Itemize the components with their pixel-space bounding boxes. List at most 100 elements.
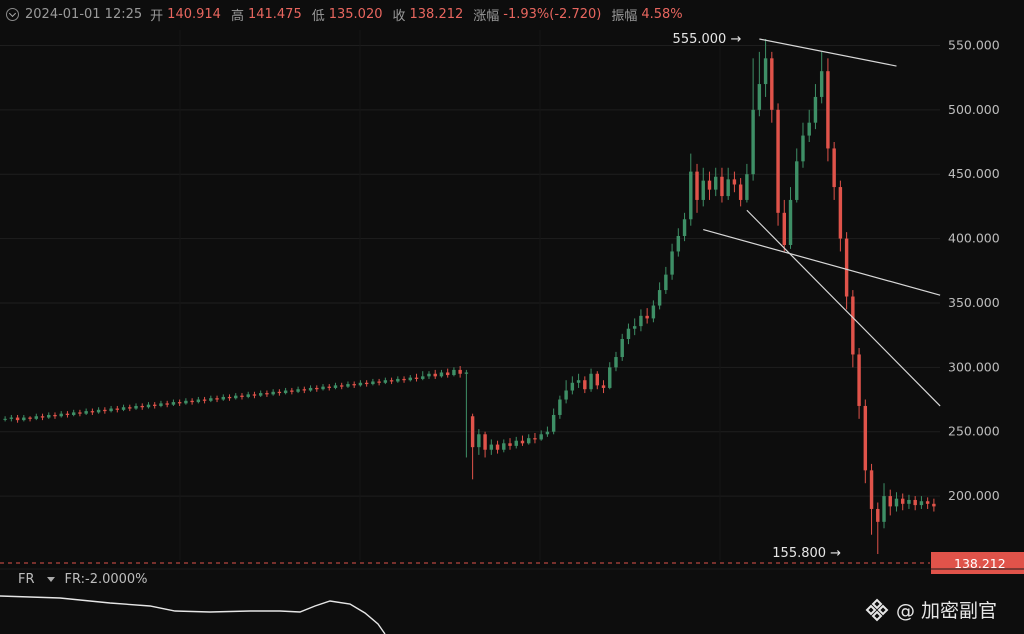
candle <box>508 443 512 446</box>
candle <box>364 382 369 385</box>
candle <box>458 369 462 374</box>
candle <box>776 109 780 213</box>
candle <box>795 161 799 200</box>
candle <box>371 381 375 385</box>
candle <box>545 431 550 435</box>
candle <box>720 176 724 197</box>
candle <box>28 417 32 419</box>
collapse-chevron-icon[interactable] <box>6 7 19 21</box>
candle <box>209 398 213 401</box>
candle <box>770 58 774 110</box>
indicator-name[interactable]: FR <box>18 572 35 587</box>
candle <box>495 444 500 450</box>
candle <box>857 354 861 406</box>
candle <box>65 413 70 415</box>
candle <box>377 381 381 383</box>
candle <box>601 385 606 388</box>
low-value: 135.020 <box>328 6 383 22</box>
candle <box>408 377 412 381</box>
trendline <box>703 228 941 296</box>
candle <box>738 184 743 200</box>
candle <box>265 393 269 395</box>
close-label: 收 <box>392 8 406 24</box>
candle <box>464 372 469 374</box>
candle <box>670 251 674 275</box>
candle <box>227 396 232 399</box>
y-tick-label: 450.000 <box>948 166 1000 181</box>
candle <box>726 179 730 197</box>
close-value: 138.212 <box>409 6 464 22</box>
candle <box>932 503 936 507</box>
candle <box>290 390 294 392</box>
candle <box>589 373 593 390</box>
candle <box>445 372 450 376</box>
candle <box>832 148 836 188</box>
candle <box>695 171 699 200</box>
candle <box>396 378 400 382</box>
candle <box>888 496 892 507</box>
candle <box>919 501 924 506</box>
candle <box>533 438 537 440</box>
candle <box>714 176 718 190</box>
candle <box>308 387 313 391</box>
current-price-label: 138.212 <box>954 556 1006 571</box>
candle <box>34 416 38 419</box>
candle <box>246 394 250 397</box>
candle <box>732 179 737 185</box>
candle <box>71 412 76 415</box>
candle <box>620 339 624 358</box>
candle <box>146 404 151 408</box>
candle <box>340 385 344 387</box>
candle <box>78 412 82 414</box>
candle <box>520 440 525 444</box>
candle <box>271 391 275 395</box>
candle <box>439 372 444 377</box>
candle <box>838 187 843 239</box>
candle <box>159 403 163 406</box>
y-tick-label: 500.000 <box>948 102 1000 117</box>
y-tick-label: 200.000 <box>948 488 1000 503</box>
price-axis[interactable]: 550.000 500.000 450.000 400.000 350.000 300.0… <box>931 37 1024 574</box>
candle <box>134 405 138 409</box>
indicator-dropdown-icon[interactable] <box>46 577 55 582</box>
candle <box>539 434 543 440</box>
candle <box>96 409 101 413</box>
ohlc-header: 2024-01-01 12:25 开 140.914 高 141.475 低 1… <box>6 5 693 24</box>
candle <box>564 390 568 400</box>
candle <box>53 414 57 417</box>
trendlines-layer <box>703 38 941 407</box>
high-label: 高 <box>230 8 244 24</box>
candle <box>40 416 45 418</box>
candle <box>153 404 157 406</box>
candle <box>252 394 257 396</box>
candle <box>807 122 811 136</box>
candle <box>551 414 556 432</box>
fr-indicator-line <box>0 595 386 634</box>
candle <box>358 382 363 386</box>
indicator-selector[interactable]: FR FR:-2.0000% <box>18 572 148 587</box>
candle <box>901 498 905 504</box>
candle <box>277 391 282 394</box>
candle <box>651 305 656 319</box>
candle <box>477 434 481 448</box>
trendline <box>759 38 897 67</box>
candle <box>664 274 668 291</box>
candle <box>913 499 917 506</box>
indicator-value: FR:-2.0000% <box>64 572 148 587</box>
candle <box>782 212 786 246</box>
candle <box>3 418 7 420</box>
candle <box>121 407 126 410</box>
candle <box>140 405 144 408</box>
candle <box>427 373 431 377</box>
candle <box>645 315 649 319</box>
candle <box>489 444 494 450</box>
candle <box>527 438 531 444</box>
candle <box>383 380 388 383</box>
change-value: -1.93%(-2.720) <box>503 6 602 22</box>
candle <box>352 384 356 386</box>
candle <box>570 382 575 391</box>
candle <box>657 290 662 306</box>
candle <box>234 395 238 399</box>
candle <box>109 408 113 412</box>
